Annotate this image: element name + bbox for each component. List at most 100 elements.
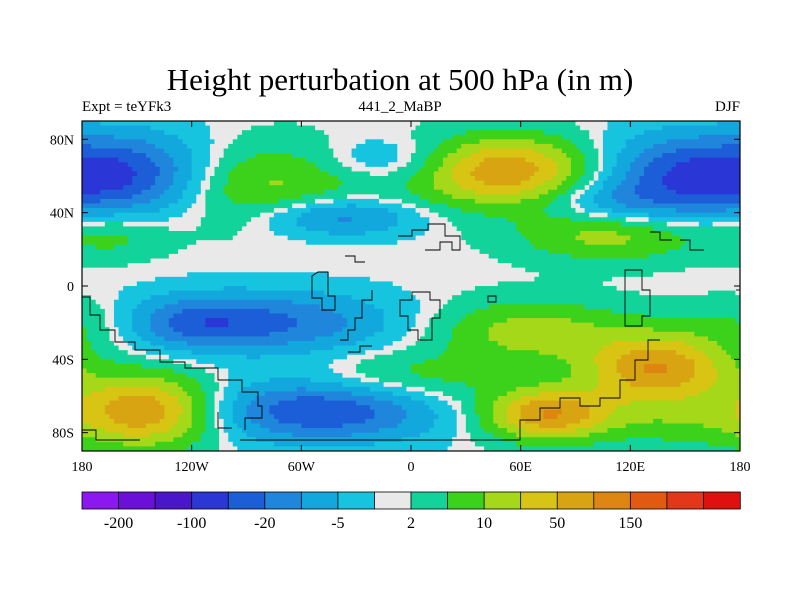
field-cell (374, 396, 412, 402)
field-cell (164, 414, 179, 420)
field-cell (82, 336, 88, 342)
field-cell (374, 441, 453, 448)
field-cell (301, 423, 344, 429)
field-cell (228, 171, 330, 177)
field-cell (406, 162, 426, 168)
field-cell (474, 386, 517, 393)
field-cell (209, 134, 238, 140)
field-cell (228, 322, 298, 328)
field-cell (479, 423, 499, 429)
field-cell (269, 180, 284, 186)
field-cell (365, 299, 421, 305)
field-cell (82, 299, 97, 305)
field-cell (511, 263, 740, 269)
field-cell (717, 368, 740, 374)
field-cell (616, 153, 641, 159)
field-cell (228, 176, 339, 182)
field-cell (187, 446, 220, 451)
field-cell (155, 180, 174, 186)
field-cell (516, 423, 540, 429)
field-cell (82, 217, 170, 223)
field-cell (461, 208, 545, 214)
field-cell (452, 194, 540, 200)
field-cell (493, 418, 508, 425)
field-cell (351, 148, 398, 154)
field-cell (612, 194, 641, 200)
field-cell (575, 121, 609, 127)
field-cell (145, 350, 193, 356)
field-cell (662, 180, 740, 186)
field-cell (429, 208, 462, 214)
field-cell (584, 171, 595, 177)
field-cell (570, 162, 586, 168)
field-cell (415, 235, 462, 241)
field-cell (666, 185, 740, 191)
field-cell (260, 354, 348, 360)
field-cell (187, 185, 202, 191)
coastline (340, 290, 373, 341)
field-cell (223, 148, 334, 154)
field-cell (200, 382, 220, 388)
field-cell (82, 308, 106, 315)
field-cell (82, 414, 111, 420)
field-cell (598, 171, 613, 177)
field-cell (232, 405, 248, 411)
field-cell (351, 295, 417, 301)
field-cell (214, 400, 220, 406)
field-cell (214, 373, 229, 379)
field-cell (182, 212, 206, 218)
field-cell (520, 409, 545, 415)
field-cell (82, 198, 101, 205)
field-cell (95, 244, 115, 250)
field-cell (82, 185, 124, 191)
field-cell (95, 373, 188, 379)
field-cell (411, 130, 467, 136)
field-cell (461, 400, 476, 406)
field-cell (470, 153, 545, 159)
x-tick-label: 120W (175, 460, 210, 475)
field-cell (177, 134, 211, 140)
field-cell (91, 423, 129, 429)
field-cell (168, 318, 206, 324)
field-cell (484, 446, 737, 451)
field-cell (141, 336, 165, 342)
field-cell (616, 231, 673, 237)
field-cell (328, 272, 540, 278)
field-cell (506, 409, 522, 415)
field-cell (392, 391, 426, 397)
field-cell (447, 217, 508, 223)
field-cell (155, 441, 193, 448)
field-cell (607, 121, 718, 127)
field-cell (616, 405, 737, 411)
field-cell (625, 139, 668, 145)
field-cell (442, 391, 476, 397)
field-cell (730, 354, 740, 360)
field-cell (653, 418, 663, 425)
field-cell (397, 148, 417, 154)
field-cell (374, 409, 408, 415)
field-cell (177, 166, 193, 173)
field-cell (593, 386, 709, 393)
x-tick-label: 120E (616, 460, 646, 475)
field-cell (433, 423, 458, 429)
field-cell (497, 396, 522, 402)
field-cell (712, 382, 740, 388)
field-cell (452, 171, 472, 177)
field-cell (584, 166, 599, 173)
field-cell (397, 240, 467, 246)
field-cell (228, 318, 298, 324)
field-cell (397, 423, 435, 429)
field-cell (538, 194, 558, 200)
field-cell (219, 409, 234, 415)
field-cell (360, 359, 426, 365)
colorbar-swatch (556, 491, 595, 510)
field-cell (452, 327, 490, 333)
field-cell (461, 185, 535, 191)
field-cell (602, 185, 618, 191)
field-cell (182, 432, 202, 438)
field-cell (123, 221, 202, 228)
field-cell (205, 396, 216, 402)
field-cell (219, 382, 229, 388)
field-cell (273, 208, 289, 214)
field-cell (630, 350, 677, 356)
